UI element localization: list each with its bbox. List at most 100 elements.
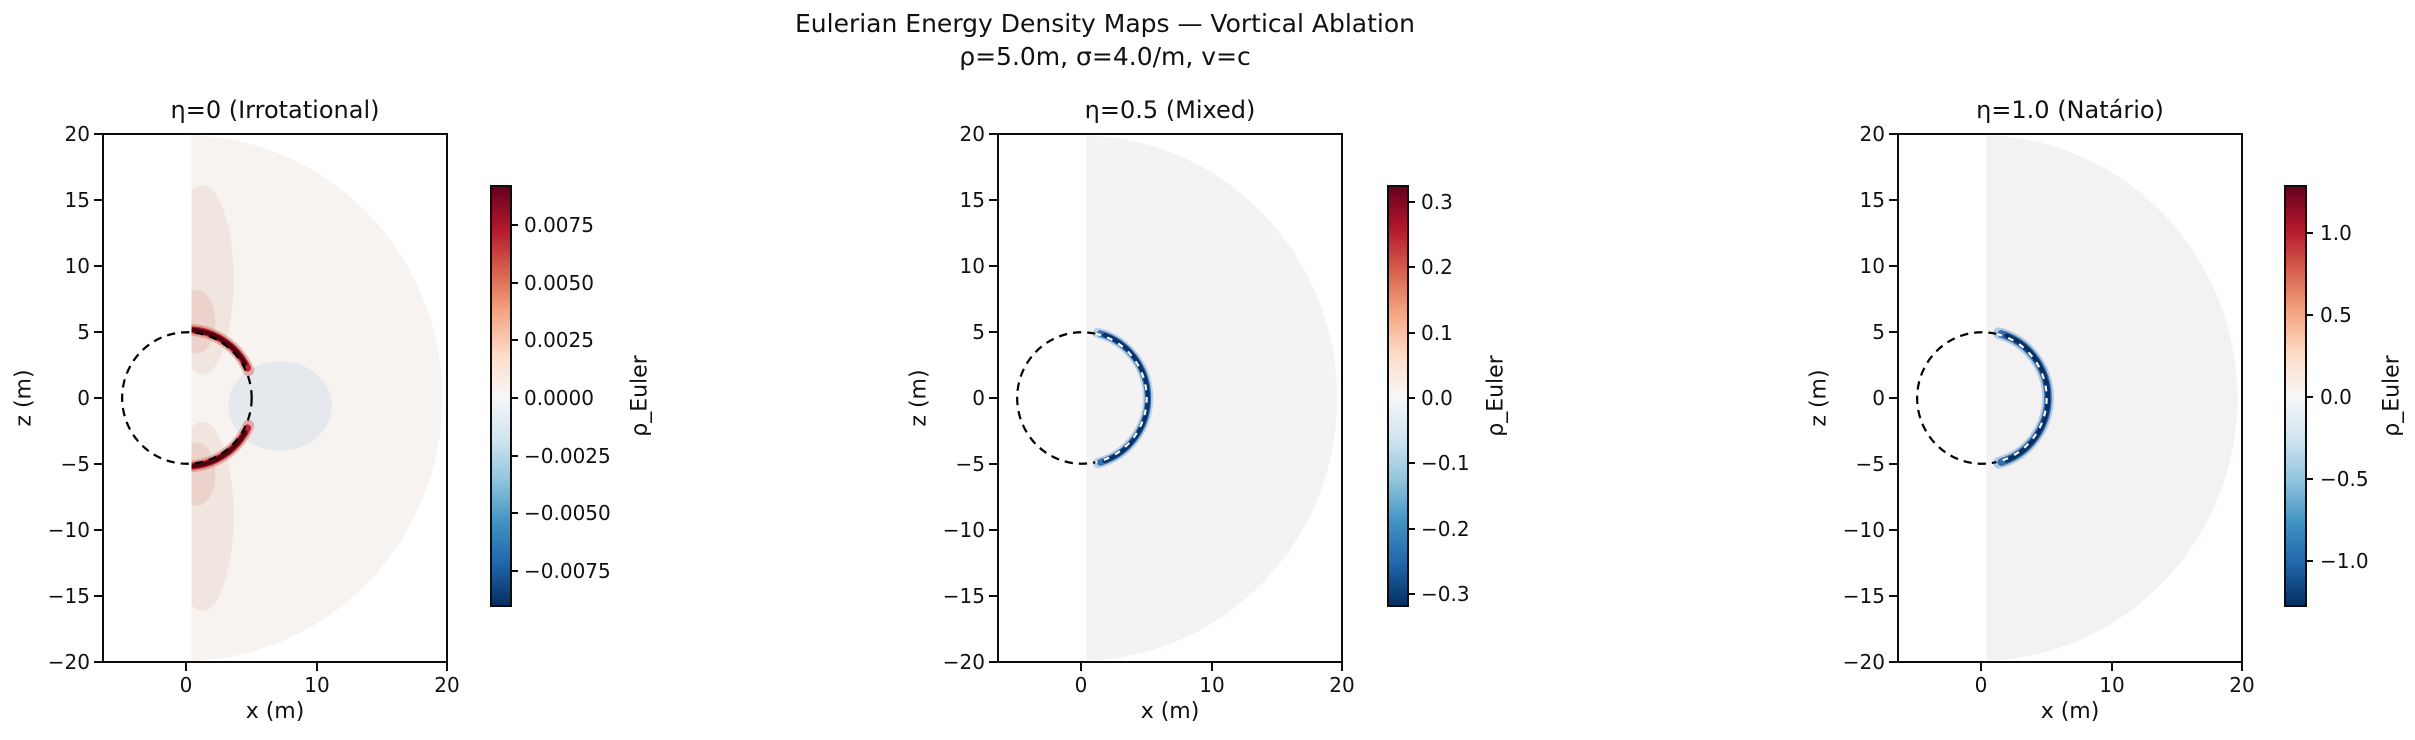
y-tick-label: −20 [47,650,90,674]
tick-mark [1889,265,1897,267]
simulation-domain-region [1086,135,1338,661]
tick-mark [989,463,997,465]
colorbar-tick-label: −0.3 [1421,582,1470,606]
tick-mark [1980,663,1982,671]
tick-mark [2307,232,2313,234]
y-tick-label: −15 [47,584,90,608]
tick-mark [94,397,102,399]
colorbar-tick-label: −0.2 [1421,517,1470,541]
y-tick-label: 20 [959,122,985,146]
y-tick-label: 15 [1859,188,1885,212]
colorbar-tick-label: 0.0000 [524,386,594,410]
panel1-title: η=0 (Irrotational) [170,96,380,124]
tick-mark [94,199,102,201]
y-tick-label: −20 [942,650,985,674]
panel3-heatmap [1916,135,2238,661]
tick-mark [2307,314,2313,316]
panel1-energy-field [191,184,332,612]
tick-mark [989,397,997,399]
x-tick-label: 20 [1329,673,1355,697]
tick-mark [2111,663,2113,671]
tick-mark [1889,661,1897,663]
panel2-energy-field [1092,327,1154,469]
tick-mark [512,339,518,341]
x-tick-label: 0 [1074,673,1088,697]
panel3-colorbar [2284,185,2307,607]
tick-mark [94,529,102,531]
colorbar-tick-label: 0.0 [1421,386,1453,410]
panel1-heatmap [121,135,443,661]
tick-mark [1889,463,1897,465]
y-tick-label: 20 [64,122,90,146]
tick-mark [185,663,187,671]
tick-mark [1341,663,1343,671]
panel3-plot-area [1897,133,2243,663]
tick-mark [512,397,518,399]
y-tick-label: 10 [64,254,90,278]
tick-mark [1409,397,1415,399]
tick-mark [94,133,102,135]
tick-mark [989,199,997,201]
panel2-heatmap [1016,135,1338,661]
panel3-energy-field [1993,327,2054,469]
y-tick-label: −5 [1855,452,1885,476]
tick-mark [316,663,318,671]
tick-mark [94,463,102,465]
tick-mark [446,663,448,671]
tick-mark [1409,201,1415,203]
tick-mark [1409,266,1415,268]
panel2-xlabel: x (m) [1140,699,1200,724]
tick-mark [2307,396,2313,398]
tick-mark [989,265,997,267]
y-tick-label: 0 [972,386,985,410]
y-tick-label: −5 [955,452,985,476]
panel3-colorbar-label: ρ_Euler [2379,355,2405,437]
simulation-domain-region [1986,135,2238,661]
bubble-outline-circle [1016,331,1096,465]
y-tick-label: 10 [1859,254,1885,278]
colorbar-tick-label: −0.1 [1421,451,1470,475]
colorbar-tick-label: 1.0 [2320,221,2352,245]
positive-energy-arc-lower-core [191,429,248,469]
panel3-xlabel: x (m) [2040,699,2100,724]
tick-mark [989,529,997,531]
tick-mark [94,661,102,663]
y-tick-label: −5 [60,452,90,476]
panel2-colorbar [1387,185,1409,607]
tick-mark [512,512,518,514]
y-tick-label: −10 [1842,518,1885,542]
panel1-colorbar [490,185,512,607]
colorbar-tick-label: −0.5 [2320,467,2369,491]
tick-mark [1889,529,1897,531]
y-tick-label: 10 [959,254,985,278]
red-plume-bottom-core [191,442,216,506]
y-tick-label: −20 [1842,650,1885,674]
tick-mark [1409,528,1415,530]
tick-mark [1409,462,1415,464]
tick-mark [1889,331,1897,333]
panel3-title: η=1.0 (Natário) [1976,96,2164,124]
red-plume-bottom [191,421,234,612]
tick-mark [1409,593,1415,595]
x-tick-label: 20 [434,673,460,697]
tick-mark [1211,663,1213,671]
tick-mark [94,595,102,597]
colorbar-tick-label: 0.0075 [524,213,594,237]
panel1-colorbar-label: ρ_Euler [627,355,653,437]
y-tick-label: 15 [959,188,985,212]
positive-energy-arc-upper-core [191,327,248,367]
tick-mark [512,455,518,457]
y-tick-label: −15 [1842,584,1885,608]
panel2-ylabel: z (m) [906,369,932,427]
tick-mark [1889,595,1897,597]
bubble-outline-circle [1916,331,1997,465]
panel3-ylabel: z (m) [1806,369,1832,427]
panel2-colorbar-label: ρ_Euler [1483,355,1509,437]
tick-mark [1409,332,1415,334]
tick-mark [2307,560,2313,562]
y-tick-label: 5 [1872,320,1885,344]
colorbar-tick-label: 0.0 [2320,385,2352,409]
panel2-title: η=0.5 (Mixed) [1084,96,1256,124]
tick-mark [1080,663,1082,671]
